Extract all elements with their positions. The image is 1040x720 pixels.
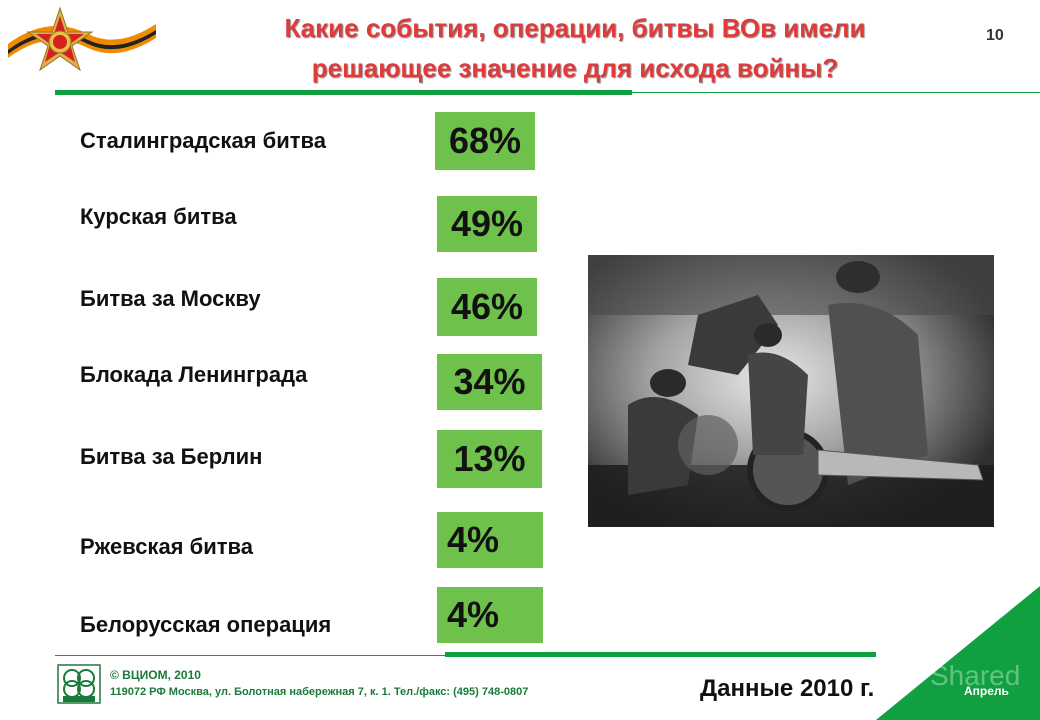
result-value: 13%: [437, 430, 542, 488]
copyright: © ВЦИОМ, 2010: [110, 668, 201, 682]
result-value: 4%: [437, 512, 543, 568]
result-value: 68%: [435, 112, 535, 170]
order-of-patriotic-war-emblem-icon: [8, 6, 156, 72]
data-year: Данные 2010 г.: [700, 675, 875, 702]
page-title: Какие события, операции, битвы ВОв имели…: [180, 8, 970, 88]
result-value: 46%: [437, 278, 537, 336]
result-label: Курская битва: [80, 204, 237, 229]
title-line-1: Какие события, операции, битвы ВОв имели: [284, 13, 866, 43]
org-address: 119072 РФ Москва, ул. Болотная набережна…: [110, 686, 529, 698]
page-number: 10: [986, 27, 1004, 44]
result-label: Битва за Москву: [80, 286, 261, 311]
result-label: Ржевская битва: [80, 534, 253, 559]
title-divider: [55, 90, 632, 95]
title-divider-thin: [632, 92, 1040, 93]
corner-decoration: [876, 586, 1040, 720]
watermark: Shared: [930, 660, 1021, 691]
footer-divider: [55, 655, 445, 656]
result-value: 4%: [437, 587, 543, 643]
result-label: Сталинградская битва: [80, 128, 326, 153]
result-value: 34%: [437, 354, 542, 410]
result-value: 49%: [437, 196, 537, 252]
month-label: Апрель: [964, 684, 1009, 698]
footer-divider-thick: [445, 652, 876, 657]
result-label: Битва за Берлин: [80, 444, 263, 469]
result-label: Белорусская операция: [80, 612, 332, 637]
vciom-logo-icon: [57, 664, 101, 704]
result-label: Блокада Ленинграда: [80, 362, 308, 387]
title-line-2: решающее значение для исхода войны?: [311, 53, 839, 83]
soldiers-with-artillery-photo: [588, 255, 994, 527]
